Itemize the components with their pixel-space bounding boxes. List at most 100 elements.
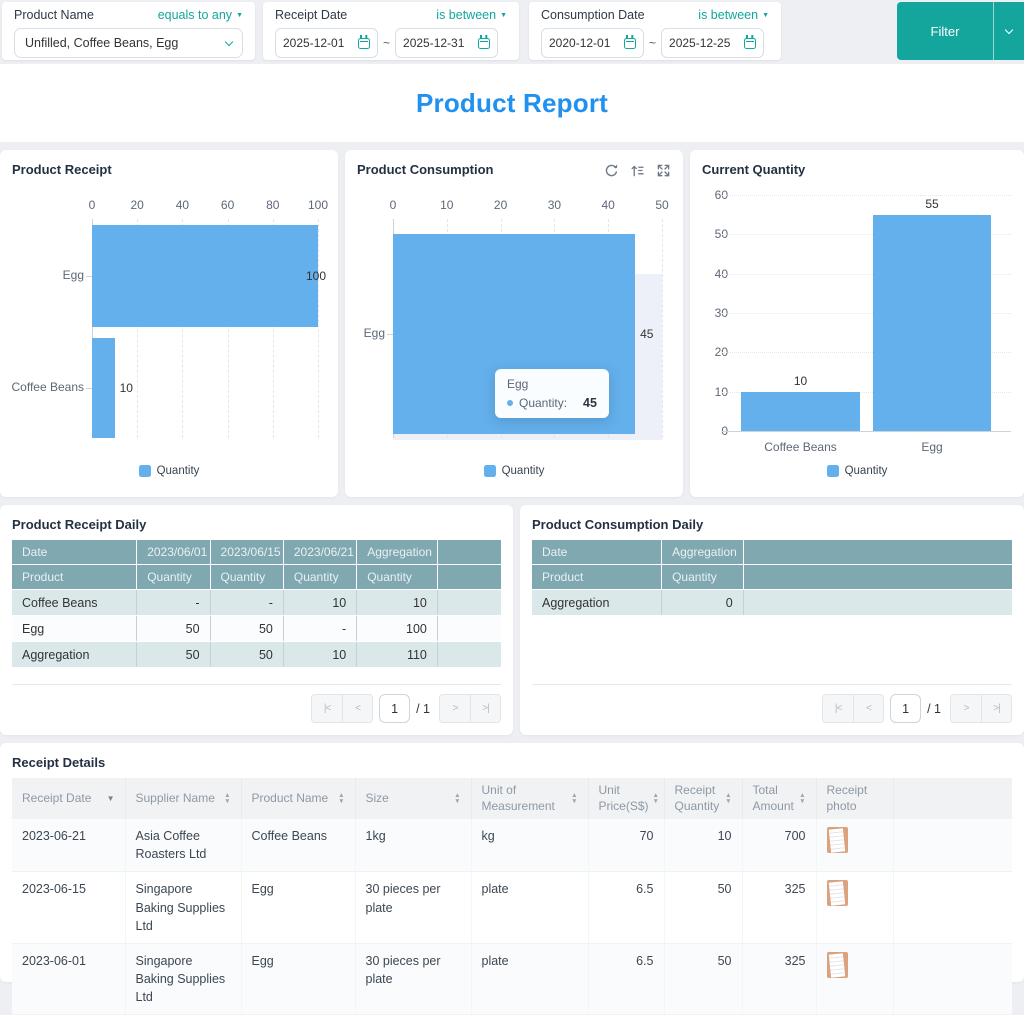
next-page-button[interactable]: > xyxy=(951,695,981,722)
consumption-date-from-input[interactable]: 2020-12-01 xyxy=(541,28,644,58)
receipt-date-to-input[interactable]: 2025-12-31 xyxy=(395,28,499,58)
daily-cell: 10 xyxy=(356,589,438,616)
product-name-cell: Egg xyxy=(241,943,356,1015)
receipt-photo-thumbnail[interactable] xyxy=(826,951,848,978)
product-name-cell: Coffee Beans xyxy=(241,819,356,873)
product-name-operator-dropdown[interactable]: equals to any ▼ xyxy=(158,8,243,22)
column-header-receipt-quantity[interactable]: Receipt Quantity ▲ ▼ xyxy=(664,778,743,820)
bar-coffee-beans[interactable] xyxy=(741,391,860,431)
daily-header-cell-product: Product xyxy=(12,564,138,590)
page-input[interactable] xyxy=(379,694,411,723)
page-input[interactable] xyxy=(890,694,922,723)
receipt-date-operator-dropdown[interactable]: is between ▼ xyxy=(436,8,507,22)
column-header-unit-of-measurement[interactable]: Unit of Measurement ▲ ▼ xyxy=(471,778,589,820)
refresh-icon[interactable] xyxy=(604,163,619,178)
receipt-date-from-input[interactable]: 2025-12-01 xyxy=(275,28,378,58)
bar-value-label: 10 xyxy=(793,373,808,388)
receipt-photo-thumbnail[interactable] xyxy=(826,880,848,907)
product-receipt-daily-table-host: Date 2023/06/01 2023/06/15 2023/06/21 Aggreg… xyxy=(12,532,501,668)
product-receipt-daily-card: Product Receipt Daily Date 2023/06/01 2023… xyxy=(0,505,513,735)
product-name-select[interactable]: Unfilled, Coffee Beans, Egg xyxy=(14,28,243,58)
chevron-down-icon xyxy=(224,37,234,46)
daily-cell: 50 xyxy=(136,641,211,668)
next-page-button[interactable]: > xyxy=(440,695,470,722)
product-name-filter-label: Product Name xyxy=(14,8,94,22)
column-header-size[interactable]: Size ▲ ▼ xyxy=(355,778,472,820)
daily-cell: 0 xyxy=(661,589,744,616)
receipt-photo-thumbnail[interactable] xyxy=(826,827,848,854)
gridline xyxy=(318,219,319,438)
x-axis-tick-label: 30 xyxy=(547,198,562,212)
column-header-receipt-date[interactable]: Receipt Date ▼ xyxy=(12,778,126,820)
fullscreen-icon[interactable] xyxy=(656,163,671,178)
gridline xyxy=(272,219,274,438)
gridline xyxy=(182,219,184,438)
daily-header-cell-quantity: Quantity xyxy=(356,564,438,590)
column-header-product-name[interactable]: Product Name ▲ ▼ xyxy=(241,778,356,820)
gridline xyxy=(722,234,1011,236)
daily-header-cell-empty xyxy=(436,540,501,565)
column-header-total-amount[interactable]: Total Amount ▲ ▼ xyxy=(742,778,817,820)
sort-asc-arrow: ▲ xyxy=(454,792,461,800)
daily-cell-empty xyxy=(437,615,501,642)
page-title: Product Report xyxy=(415,87,609,118)
product-name-filter-card: Product Name equals to any ▼ Unfilled, C… xyxy=(2,2,255,60)
details-header-row: Receipt Date ▼ Supplier Name ▲ ▼ Product Name… xyxy=(12,778,1012,820)
product-name-select-value: Unfilled, Coffee Beans, Egg xyxy=(25,36,179,50)
sort-desc-arrow: ▼ xyxy=(338,797,345,805)
daily-cell: 100 xyxy=(356,615,438,642)
sort-icon[interactable] xyxy=(630,163,645,178)
sort-desc-arrow: ▼ xyxy=(799,797,806,805)
receipt-photo-cell xyxy=(816,871,894,944)
daily-header-row: Product Quantity Quantity Quantity Quantity xyxy=(12,564,501,590)
bar-egg[interactable] xyxy=(92,225,318,327)
first-page-button[interactable]: |< xyxy=(312,695,343,722)
last-page-button[interactable]: >| xyxy=(981,695,1011,722)
chart-legend[interactable]: Quantity xyxy=(357,465,671,477)
bar-coffee-beans[interactable] xyxy=(92,338,115,438)
column-header-supplier-name[interactable]: Supplier Name ▲ ▼ xyxy=(125,778,242,820)
empty-cell xyxy=(893,943,1012,1015)
daily-header-cell-empty xyxy=(436,564,501,590)
receipt-details-table: Receipt Date ▼ Supplier Name ▲ ▼ Product Name… xyxy=(12,778,1012,1015)
last-page-button[interactable]: >| xyxy=(470,695,500,722)
filter-button[interactable]: Filter xyxy=(897,2,993,60)
gridline xyxy=(722,273,1011,275)
details-row: 2023-06-21 Asia Coffee Roasters Ltd Coffee… xyxy=(12,819,1012,873)
receipt-paper-graphic xyxy=(828,828,845,853)
bar-value-label: 10 xyxy=(119,381,133,395)
bar-egg[interactable] xyxy=(873,214,991,431)
first-page-button[interactable]: |< xyxy=(823,695,854,722)
prev-page-button[interactable]: < xyxy=(342,695,373,722)
filter-split-button: Filter xyxy=(897,2,1024,60)
operator-label: equals to any xyxy=(157,8,233,22)
empty-cell xyxy=(893,819,1012,873)
tooltip-title: Egg xyxy=(507,377,529,391)
daily-row-coffee-beans: Coffee Beans - -10 10 xyxy=(12,589,501,616)
daily-header-cell-2023-06-15: 2023/06/15 xyxy=(209,540,284,565)
chart-legend[interactable]: Quantity xyxy=(12,465,326,477)
daily-cell: - xyxy=(136,589,211,616)
sort-icon: ▲ ▼ xyxy=(338,793,344,804)
category-tick xyxy=(86,276,92,277)
column-header-label: Receipt photo xyxy=(826,783,868,813)
daily-cell: Egg xyxy=(12,615,138,642)
chart-tooltip: Egg Quantity: 45 xyxy=(495,369,609,418)
category-tick xyxy=(387,334,393,335)
tooltip-value: 45 xyxy=(583,396,597,410)
prev-page-button[interactable]: < xyxy=(853,695,884,722)
column-header-label: Unit Price(S$) xyxy=(598,783,649,813)
column-header-unit-price-s[interactable]: Unit Price(S$) ▲ ▼ xyxy=(588,778,665,820)
consumption-date-to-input[interactable]: 2025-12-25 xyxy=(661,28,765,58)
sort-icon: ▲ ▼ xyxy=(653,793,659,804)
receipt-date-cell: 2023-06-21 xyxy=(12,819,126,873)
daily-cell-empty xyxy=(743,589,1012,616)
unit-price-cell: 6.5 xyxy=(588,943,665,1015)
y-axis-tick-label: 30 xyxy=(714,306,728,320)
chart-legend[interactable]: Quantity xyxy=(702,465,1012,477)
daily-header-cell-aggregation: Aggregation xyxy=(356,540,438,565)
consumption-date-operator-dropdown[interactable]: is between ▼ xyxy=(698,8,769,22)
filter-options-button[interactable] xyxy=(994,2,1024,60)
range-separator: ~ xyxy=(383,36,391,50)
